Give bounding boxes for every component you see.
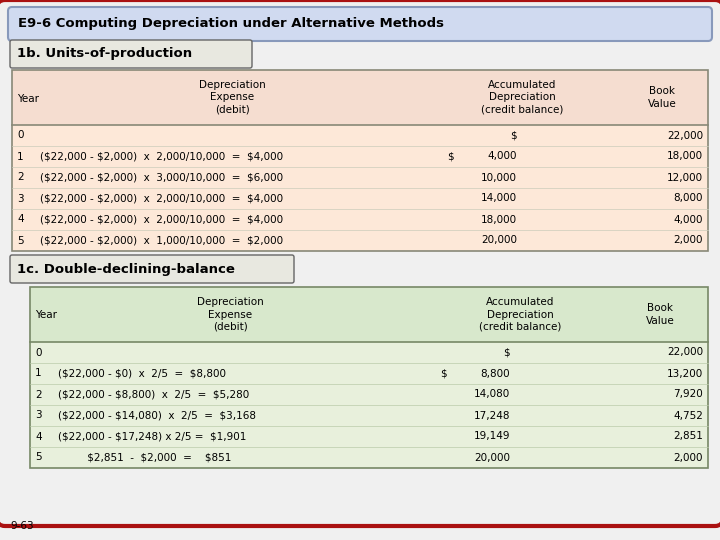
Text: 0: 0 bbox=[35, 348, 42, 357]
Text: ($22,000 - $14,080)  x  2/5  =  $3,168: ($22,000 - $14,080) x 2/5 = $3,168 bbox=[58, 410, 256, 421]
Text: 22,000: 22,000 bbox=[667, 131, 703, 140]
Text: Book
Value: Book Value bbox=[647, 86, 676, 109]
Text: $: $ bbox=[440, 368, 446, 379]
Text: $: $ bbox=[447, 152, 454, 161]
Text: Depreciation
Expense
(debit): Depreciation Expense (debit) bbox=[199, 80, 266, 115]
Bar bbox=[30, 287, 708, 468]
Text: ($22,000 - $2,000)  x  2,000/10,000  =  $4,000: ($22,000 - $2,000) x 2,000/10,000 = $4,0… bbox=[40, 193, 283, 204]
Text: 18,000: 18,000 bbox=[667, 152, 703, 161]
Text: Depreciation
Expense
(debit): Depreciation Expense (debit) bbox=[197, 297, 264, 332]
Text: 8,000: 8,000 bbox=[673, 193, 703, 204]
Text: 1b. Units-of-production: 1b. Units-of-production bbox=[17, 48, 192, 60]
Text: 3: 3 bbox=[35, 410, 42, 421]
Text: Year: Year bbox=[35, 310, 57, 321]
Bar bbox=[30, 342, 708, 468]
Text: 5: 5 bbox=[35, 453, 42, 462]
Bar bbox=[12, 70, 708, 125]
Text: 19,149: 19,149 bbox=[474, 431, 510, 442]
Text: Accumulated
Depreciation
(credit balance): Accumulated Depreciation (credit balance… bbox=[479, 297, 561, 332]
Text: ($22,000 - $0)  x  2/5  =  $8,800: ($22,000 - $0) x 2/5 = $8,800 bbox=[58, 368, 226, 379]
Text: ($22,000 - $8,800)  x  2/5  =  $5,280: ($22,000 - $8,800) x 2/5 = $5,280 bbox=[58, 389, 249, 400]
Text: 7,920: 7,920 bbox=[673, 389, 703, 400]
Text: 20,000: 20,000 bbox=[474, 453, 510, 462]
Text: $: $ bbox=[510, 131, 517, 140]
Text: ($22,000 - $2,000)  x  2,000/10,000  =  $4,000: ($22,000 - $2,000) x 2,000/10,000 = $4,0… bbox=[40, 152, 283, 161]
Text: 4,000: 4,000 bbox=[487, 152, 517, 161]
Text: 2: 2 bbox=[35, 389, 42, 400]
Text: 12,000: 12,000 bbox=[667, 172, 703, 183]
Text: 8,800: 8,800 bbox=[480, 368, 510, 379]
FancyBboxPatch shape bbox=[8, 7, 712, 41]
Text: ($22,000 - $2,000)  x  3,000/10,000  =  $6,000: ($22,000 - $2,000) x 3,000/10,000 = $6,0… bbox=[40, 172, 283, 183]
Text: 17,248: 17,248 bbox=[474, 410, 510, 421]
Text: $2,851  -  $2,000  =    $851: $2,851 - $2,000 = $851 bbox=[58, 453, 231, 462]
Text: 4: 4 bbox=[35, 431, 42, 442]
Text: 10,000: 10,000 bbox=[481, 172, 517, 183]
Text: 3: 3 bbox=[17, 193, 24, 204]
Text: Accumulated
Depreciation
(credit balance): Accumulated Depreciation (credit balance… bbox=[481, 80, 563, 115]
Text: 1: 1 bbox=[17, 152, 24, 161]
Text: 2,851: 2,851 bbox=[673, 431, 703, 442]
Text: 9-63: 9-63 bbox=[10, 521, 34, 531]
Bar bbox=[12, 70, 708, 251]
Text: 18,000: 18,000 bbox=[481, 214, 517, 225]
FancyBboxPatch shape bbox=[10, 255, 294, 283]
Text: 2: 2 bbox=[17, 172, 24, 183]
Text: 1: 1 bbox=[35, 368, 42, 379]
Text: Year: Year bbox=[17, 93, 39, 104]
Text: $: $ bbox=[503, 348, 510, 357]
Text: 2,000: 2,000 bbox=[673, 453, 703, 462]
Text: 14,000: 14,000 bbox=[481, 193, 517, 204]
Text: 20,000: 20,000 bbox=[481, 235, 517, 246]
FancyBboxPatch shape bbox=[10, 40, 252, 68]
Text: 0: 0 bbox=[17, 131, 24, 140]
Bar bbox=[12, 125, 708, 251]
Text: 4,000: 4,000 bbox=[673, 214, 703, 225]
Text: 2,000: 2,000 bbox=[673, 235, 703, 246]
Bar bbox=[30, 287, 708, 342]
FancyBboxPatch shape bbox=[0, 0, 720, 526]
Text: ($22,000 - $2,000)  x  2,000/10,000  =  $4,000: ($22,000 - $2,000) x 2,000/10,000 = $4,0… bbox=[40, 214, 283, 225]
Text: ($22,000 - $17,248) x 2/5 =  $1,901: ($22,000 - $17,248) x 2/5 = $1,901 bbox=[58, 431, 246, 442]
Text: 5: 5 bbox=[17, 235, 24, 246]
Text: 22,000: 22,000 bbox=[667, 348, 703, 357]
Text: E9-6 Computing Depreciation under Alternative Methods: E9-6 Computing Depreciation under Altern… bbox=[18, 17, 444, 30]
Text: 4,752: 4,752 bbox=[673, 410, 703, 421]
Text: 13,200: 13,200 bbox=[667, 368, 703, 379]
Text: Book
Value: Book Value bbox=[646, 303, 675, 326]
Text: 1c. Double-declining-balance: 1c. Double-declining-balance bbox=[17, 262, 235, 275]
Text: 4: 4 bbox=[17, 214, 24, 225]
Text: 14,080: 14,080 bbox=[474, 389, 510, 400]
Text: ($22,000 - $2,000)  x  1,000/10,000  =  $2,000: ($22,000 - $2,000) x 1,000/10,000 = $2,0… bbox=[40, 235, 283, 246]
